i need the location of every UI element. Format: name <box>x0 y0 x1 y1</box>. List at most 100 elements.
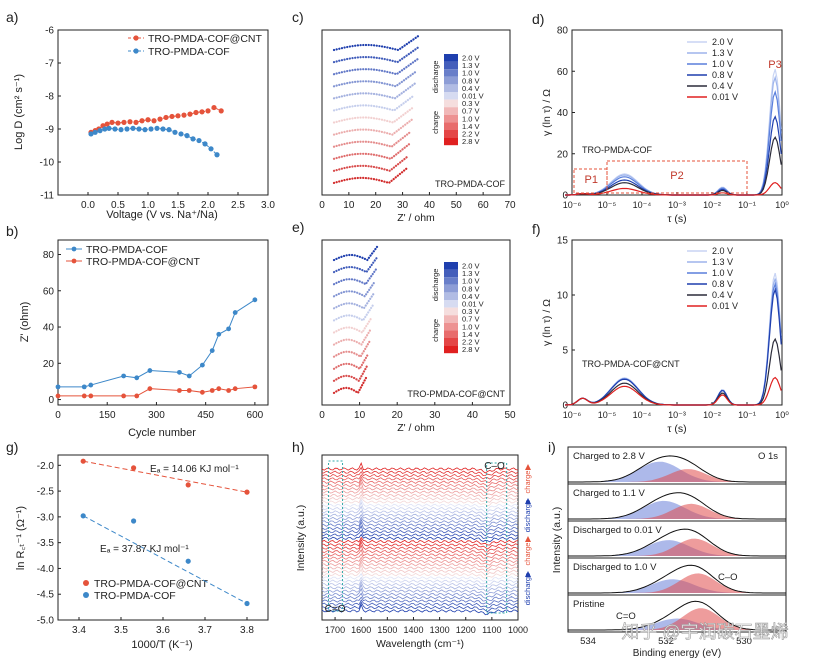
y-tick-label: 60 <box>43 286 55 297</box>
data-point <box>181 112 187 118</box>
data-point <box>109 119 115 125</box>
legend-marker <box>83 580 89 586</box>
data-point <box>252 384 258 390</box>
data-point <box>208 146 214 152</box>
data-point <box>232 310 238 315</box>
y-tick-label: 10 <box>557 291 569 302</box>
spectrum-curve <box>321 518 519 530</box>
data-point <box>160 126 166 132</box>
x-tick-label: 530 <box>736 636 752 647</box>
x-tick-label: 20 <box>370 200 382 211</box>
legend-swatch <box>444 122 458 130</box>
legend-label: 1.4 V <box>462 122 480 131</box>
x-tick-label: 10⁻¹ <box>738 200 756 210</box>
x-tick-label: 10⁰ <box>775 200 789 210</box>
legend-marker <box>133 48 139 54</box>
state-label: Charged to 2.8 V <box>573 451 645 462</box>
x-tick-label: 3.5 <box>114 625 128 636</box>
legend-label: 1.3 V <box>462 269 480 278</box>
xps-envelope <box>568 528 786 557</box>
y-tick-label: -6 <box>45 26 54 37</box>
data-point <box>205 108 211 114</box>
data-point <box>218 108 224 114</box>
x-tick-label: 0 <box>319 410 325 421</box>
spectrum-curve <box>321 536 519 546</box>
nyquist-curve <box>332 316 373 334</box>
data-point <box>131 518 137 524</box>
legend-label: 0.01 V <box>712 92 738 102</box>
data-point <box>104 121 110 127</box>
data-point <box>202 141 208 147</box>
data-point <box>172 129 178 135</box>
nyquist-curve <box>332 118 413 136</box>
spectrum-curve <box>321 510 519 520</box>
x-tick-label: 3.4 <box>72 625 86 636</box>
data-point <box>190 136 196 142</box>
data-point <box>134 375 140 381</box>
data-point <box>147 386 153 392</box>
spectrum-curve <box>321 521 519 533</box>
plot-frame <box>57 29 269 196</box>
peak-box <box>606 160 748 194</box>
spectrum-curve <box>321 498 519 510</box>
spectrum-curve <box>321 553 519 562</box>
legend-swatch <box>444 61 458 70</box>
data-point <box>102 126 108 132</box>
x-tick-label: 30 <box>429 410 441 421</box>
y-tick-label: -9 <box>45 125 54 136</box>
legend-swatch <box>444 277 458 285</box>
legend-swatch <box>444 107 458 115</box>
xps-envelope <box>568 455 786 483</box>
y-tick-label: -2.5 <box>37 487 55 498</box>
data-point <box>112 126 118 132</box>
direction-arrow <box>525 536 531 542</box>
x-tick-label: 1200 <box>456 625 476 635</box>
spectrum-curve <box>321 513 519 523</box>
y-tick-label: -4.5 <box>37 590 55 601</box>
data-point <box>121 373 127 379</box>
data-point <box>187 111 193 117</box>
data-point <box>166 127 172 133</box>
data-point <box>185 558 191 564</box>
x-tick-label: 1300 <box>430 625 450 635</box>
data-point <box>196 137 202 144</box>
panel-label: a) <box>6 9 18 25</box>
data-point <box>121 393 127 399</box>
y-axis-title: Log D (cm² s⁻¹) <box>13 74 25 150</box>
plot-annotation: C–O <box>718 572 738 583</box>
x-tick-label: 10⁻³ <box>668 200 686 210</box>
x-tick-label: 40 <box>467 410 479 421</box>
plot-annotation: Eₐ = 37.87 KJ mol⁻¹ <box>100 544 189 555</box>
direction-arrow <box>525 464 531 470</box>
legend-group-label: charge <box>431 111 440 134</box>
panel-label: i) <box>548 439 556 455</box>
data-point <box>244 489 250 495</box>
x-tick-label: 1600 <box>351 625 371 635</box>
data-point <box>139 118 145 124</box>
spectrum-curve <box>321 505 519 517</box>
x-tick-label: 532 <box>658 636 674 647</box>
data-point <box>130 125 136 131</box>
x-tick-label: 450 <box>197 410 214 421</box>
drt-curve <box>565 181 782 196</box>
x-tick-label: 10⁻⁵ <box>598 200 617 210</box>
y-tick-label: 20 <box>43 359 55 370</box>
spectrum-curve <box>321 601 519 613</box>
data-point <box>163 114 169 121</box>
direction-arrow <box>525 498 531 504</box>
data-point <box>244 600 250 607</box>
data-point <box>157 116 163 122</box>
plot-annotation: TRO-PMDA-COF <box>582 145 652 155</box>
spectrum-curve <box>321 581 519 593</box>
legend-label: 2.0 V <box>712 37 733 47</box>
y-tick-label: 80 <box>557 26 569 37</box>
x-tick-label: 10⁻¹ <box>738 410 756 420</box>
legend-label: 0.01 V <box>712 301 738 311</box>
drt-curve <box>564 278 782 406</box>
panel-label: c) <box>292 9 304 25</box>
plot-annotation: TRO-PMDA-COF@CNT <box>582 359 680 369</box>
x-tick-label: 2.0 <box>201 200 215 211</box>
legend-label: 1.0 V <box>712 59 733 69</box>
nyquist-curve <box>332 142 411 161</box>
panel-label: g) <box>6 439 18 455</box>
